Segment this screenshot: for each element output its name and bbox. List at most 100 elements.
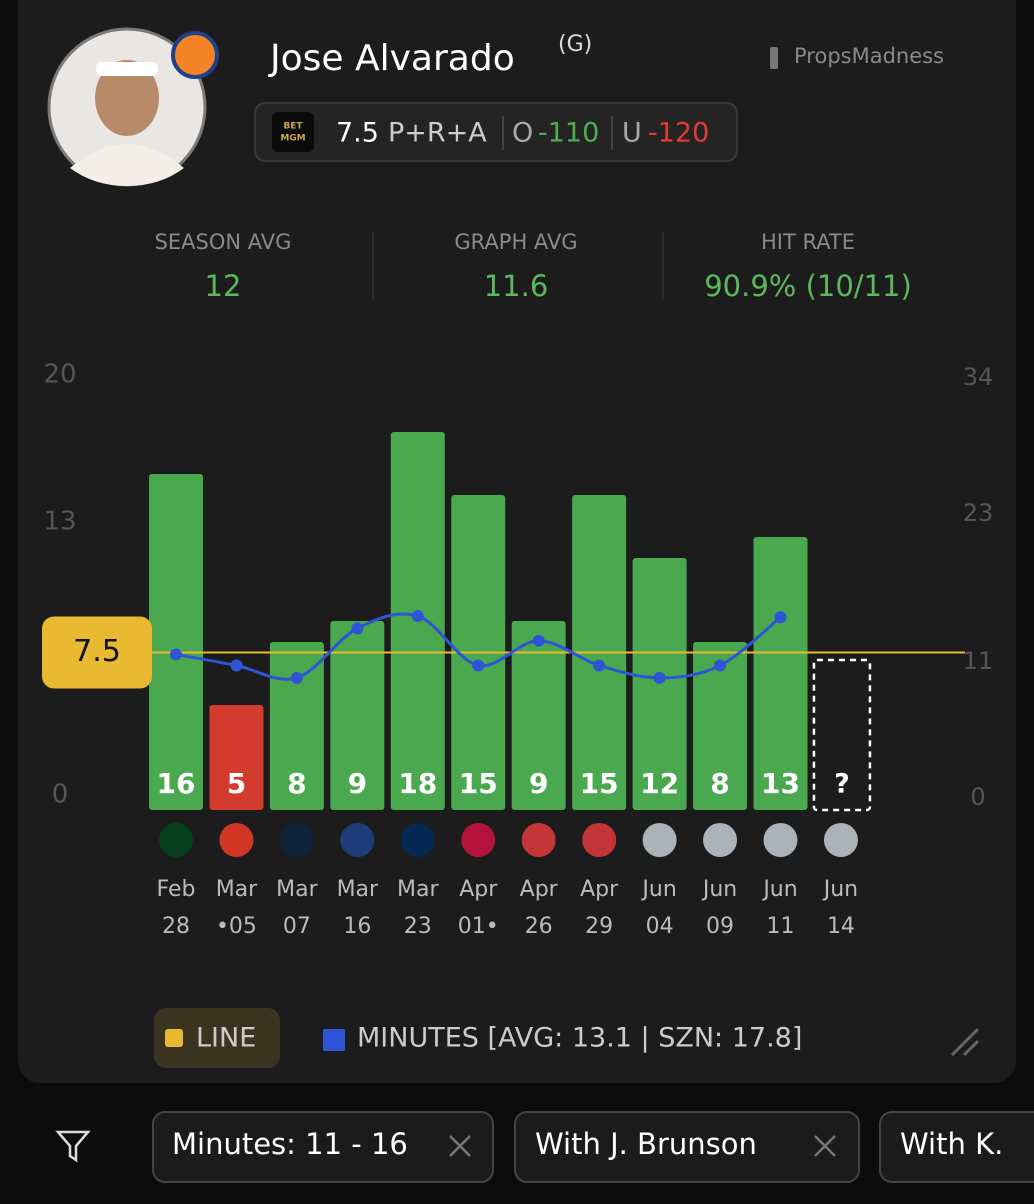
team-logo xyxy=(642,823,677,857)
team-logo xyxy=(400,823,435,857)
filter-icon[interactable] xyxy=(55,1130,91,1163)
minutes-point xyxy=(290,671,303,684)
bar-value-label: 15 xyxy=(580,767,619,800)
stat-value: 12 xyxy=(205,269,242,303)
x-tick-month: Apr xyxy=(459,877,498,902)
minutes-point xyxy=(714,659,727,672)
over-odds: -110 xyxy=(538,118,599,149)
bar-value-label: 18 xyxy=(398,767,437,800)
filter-chip[interactable] xyxy=(514,1111,860,1183)
resize-handle[interactable] xyxy=(950,1027,980,1057)
minutes-point xyxy=(774,611,787,624)
filter-remove[interactable] xyxy=(814,1135,836,1157)
team-logo xyxy=(763,823,798,857)
bar-value-label: 5 xyxy=(227,767,246,800)
x-tick-month: Jun xyxy=(640,877,676,902)
filter-label: With K. xyxy=(900,1127,1003,1161)
minutes-point xyxy=(351,622,364,635)
x-tick-month: Jun xyxy=(761,877,797,902)
x-tick-month: Feb xyxy=(157,877,196,902)
legend-swatch xyxy=(323,1029,345,1051)
stat-label: HIT RATE xyxy=(761,230,855,254)
y2-tick-label: 34 xyxy=(963,363,994,391)
legend-line-chip[interactable] xyxy=(154,1008,280,1068)
y-tick-label: 13 xyxy=(43,507,76,537)
team-logo xyxy=(823,823,858,857)
player-name: Jose Alvarado xyxy=(268,38,515,79)
bar xyxy=(330,621,385,810)
x-tick-month: Jun xyxy=(701,877,737,902)
stat-value: 90.9% (10/11) xyxy=(704,269,912,303)
pending-label: ? xyxy=(834,769,850,800)
bar-value-label: 12 xyxy=(640,767,679,800)
bar xyxy=(632,558,687,810)
prop-line-badge xyxy=(42,616,152,689)
y2-tick-label: 23 xyxy=(963,499,994,527)
x-tick-day: 04 xyxy=(646,914,674,939)
x-tick-day: 07 xyxy=(283,914,311,939)
team-logo xyxy=(703,823,738,857)
bar-value-label: 15 xyxy=(459,767,498,800)
x-tick-month: Mar xyxy=(397,877,439,902)
bar xyxy=(149,474,203,810)
bar-value-label: 9 xyxy=(348,767,367,800)
y2-tick-label: 0 xyxy=(970,783,985,811)
bar-value-label: 8 xyxy=(287,767,306,800)
stat-value: 11.6 xyxy=(484,269,549,303)
bet-market: P+R+A xyxy=(388,118,487,149)
filter-chip[interactable] xyxy=(152,1111,494,1183)
x-tick-day: 09 xyxy=(706,914,734,939)
over-label: O xyxy=(512,118,533,149)
bar xyxy=(693,642,748,810)
chart: 0 13 20 0 11 23 34 16 Feb 28 5 Mar •05 8 Mar 07 9 Mar 16 18… xyxy=(42,360,994,939)
filter-chip[interactable] xyxy=(879,1111,1034,1183)
brand: PropsMadness xyxy=(794,44,944,68)
avatar-headband xyxy=(96,62,158,76)
x-tick-day: •05 xyxy=(216,914,257,939)
team-logo xyxy=(521,823,556,857)
bar xyxy=(209,705,264,810)
legend-label[interactable]: MINUTES [AVG: 13.1 | SZN: 17.8] xyxy=(357,1023,802,1054)
player-position: (G) xyxy=(558,32,592,57)
x-tick-day: 23 xyxy=(404,914,432,939)
x-tick-day: 28 xyxy=(162,914,190,939)
x-tick-month: Apr xyxy=(580,877,619,902)
bar-value-label: 16 xyxy=(157,767,196,800)
minutes-point xyxy=(230,659,243,672)
team-logo xyxy=(340,823,375,857)
book-logo-text: BET xyxy=(283,122,303,132)
team-logo xyxy=(461,823,496,857)
minutes-point xyxy=(411,610,424,623)
filter-label: With J. Brunson xyxy=(535,1127,757,1161)
minutes-point xyxy=(653,671,666,684)
team-logo xyxy=(582,823,617,857)
minutes-point xyxy=(472,659,485,672)
under-label: U xyxy=(622,118,642,149)
team-logo xyxy=(219,823,254,857)
team-logo xyxy=(279,823,314,857)
book-logo xyxy=(272,112,314,152)
y2-tick-label: 11 xyxy=(963,647,994,675)
team-logo xyxy=(171,31,219,79)
bar-value-label: 13 xyxy=(761,767,800,800)
x-tick-month: Mar xyxy=(337,877,379,902)
x-tick-day: 29 xyxy=(585,914,613,939)
filter-label: Minutes: 11 - 16 xyxy=(172,1127,408,1161)
x-tick-day: 11 xyxy=(767,914,795,939)
x-tick-day: 16 xyxy=(343,914,371,939)
minutes-point xyxy=(170,648,182,661)
under-odds: -120 xyxy=(648,118,709,149)
team-logo xyxy=(159,823,193,857)
bet-line: 7.5 xyxy=(336,118,379,149)
bar xyxy=(511,621,566,810)
y-tick-label: 20 xyxy=(43,360,76,390)
bar-value-label: 9 xyxy=(529,767,548,800)
stat-label: SEASON AVG xyxy=(155,230,292,254)
bar xyxy=(753,537,808,810)
minutes-point xyxy=(532,634,545,647)
minutes-point xyxy=(593,659,606,672)
filter-remove[interactable] xyxy=(449,1135,471,1157)
x-tick-day: 26 xyxy=(525,914,553,939)
